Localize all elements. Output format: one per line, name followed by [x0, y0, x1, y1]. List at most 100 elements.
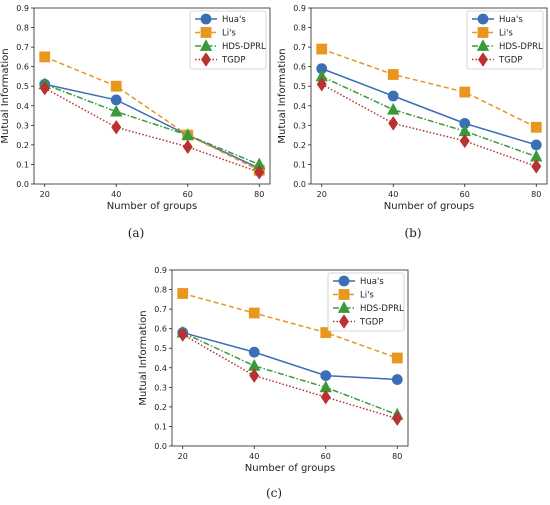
legend-label: Li's — [499, 29, 513, 39]
data-point — [392, 411, 403, 426]
y-tick-label: 0.7 — [293, 43, 306, 52]
y-tick-label: 0.1 — [154, 422, 167, 431]
legend-swatch-marker — [337, 301, 351, 313]
x-tick-label: 20 — [178, 452, 188, 461]
y-tick-label: 0.4 — [154, 364, 167, 373]
y-tick-label: 0.5 — [154, 344, 167, 353]
series-1 — [316, 63, 542, 151]
data-point — [39, 80, 50, 96]
series-2 — [316, 43, 542, 133]
data-point — [391, 352, 403, 364]
legend-label: Hua's — [499, 15, 523, 25]
x-tick-label: 80 — [254, 190, 264, 199]
x-tick-label: 80 — [392, 452, 402, 461]
data-point — [316, 43, 328, 55]
chart-panel-1: 0.0 0.1 0.2 0.3 0.4 0.5 0.6 0.7 0.8 0.9 20 40 60 80 Nu… — [0, 4, 271, 240]
series-line — [44, 83, 260, 170]
y-tick-label: 0.7 — [16, 43, 29, 52]
legend-item: Li's — [472, 27, 513, 39]
y-tick-label: 0.0 — [16, 180, 29, 189]
legend-label: Hua's — [222, 15, 246, 25]
panel-caption: (a) — [128, 226, 145, 240]
legend-item: Hua's — [333, 275, 384, 287]
data-point — [320, 389, 331, 405]
data-point — [391, 374, 403, 385]
legend-swatch-marker — [339, 314, 349, 329]
x-tick-label: 20 — [40, 190, 50, 199]
series-line — [321, 75, 537, 158]
data-point — [110, 80, 122, 92]
series-4 — [39, 80, 265, 180]
series-line — [44, 87, 260, 173]
data-point — [530, 121, 542, 133]
y-tick-label: 0.7 — [154, 305, 167, 314]
legend-label: HDS-DPRL — [499, 42, 543, 52]
data-point — [182, 139, 193, 155]
legend-label: HDS-DPRL — [360, 304, 404, 314]
y-tick-label: 0.8 — [154, 286, 167, 295]
legend-box — [466, 10, 544, 70]
y-tick-label: 0.1 — [293, 160, 306, 169]
data-point — [248, 307, 260, 319]
series-line — [182, 331, 398, 416]
y-tick-label: 0.3 — [293, 121, 306, 130]
y-tick-label: 0.9 — [16, 4, 29, 13]
legend-label: Li's — [360, 291, 374, 301]
data-point — [530, 139, 542, 151]
legend-swatch-marker — [199, 39, 213, 51]
data-point — [254, 165, 265, 180]
series-line — [321, 67, 537, 146]
x-axis-label: Number of groups — [107, 201, 197, 212]
legend-swatch-marker — [476, 39, 490, 51]
y-tick-label: 0.5 — [16, 82, 29, 91]
legend-item: Hua's — [472, 13, 523, 25]
data-point — [110, 94, 122, 106]
legend-swatch-marker — [200, 13, 212, 25]
x-tick-label: 60 — [183, 190, 193, 199]
legend: Hua's Li's HDS-DPRL TGDP — [189, 10, 267, 70]
y-tick-label: 0.4 — [16, 102, 29, 111]
data-point — [387, 90, 399, 102]
series-line — [182, 292, 398, 359]
y-tick-label: 0.6 — [293, 63, 306, 72]
data-point — [249, 368, 260, 383]
legend-item: TGDP — [195, 52, 245, 67]
legend-label: HDS-DPRL — [222, 42, 266, 52]
x-tick-label: 40 — [249, 452, 259, 461]
legend-swatch-marker — [477, 13, 489, 25]
y-tick-label: 0.6 — [154, 325, 167, 334]
legend-label: TGDP — [221, 56, 245, 66]
y-tick-label: 0.1 — [16, 160, 29, 169]
legend-swatch-marker — [201, 52, 211, 67]
series-3 — [315, 69, 543, 162]
y-tick-label: 0.0 — [293, 180, 306, 189]
legend-item: Hua's — [195, 13, 246, 25]
legend-item: Li's — [333, 289, 374, 301]
data-point — [110, 104, 123, 117]
x-tick-label: 80 — [531, 190, 541, 199]
series-4 — [177, 327, 403, 426]
data-point — [111, 120, 122, 135]
data-point — [177, 288, 189, 299]
y-tick-label: 0.0 — [154, 442, 167, 451]
x-tick-label: 60 — [321, 452, 331, 461]
legend-box — [189, 10, 267, 70]
legend-box — [327, 272, 405, 332]
data-point — [459, 133, 470, 149]
data-point — [387, 69, 399, 80]
data-point — [531, 159, 542, 174]
y-tick-label: 0.6 — [16, 63, 29, 72]
series-line — [44, 83, 260, 166]
legend-item: HDS-DPRL — [333, 301, 404, 314]
x-axis-label: Number of groups — [384, 201, 474, 212]
series-line — [321, 48, 537, 128]
legend-item: TGDP — [472, 52, 522, 67]
series-line — [182, 333, 398, 420]
y-tick-label: 0.4 — [293, 102, 306, 111]
series-line — [321, 83, 537, 168]
y-tick-label: 0.2 — [16, 141, 29, 150]
legend-label: Hua's — [360, 277, 384, 287]
legend-item: HDS-DPRL — [195, 39, 266, 52]
legend-swatch-marker — [338, 289, 350, 300]
